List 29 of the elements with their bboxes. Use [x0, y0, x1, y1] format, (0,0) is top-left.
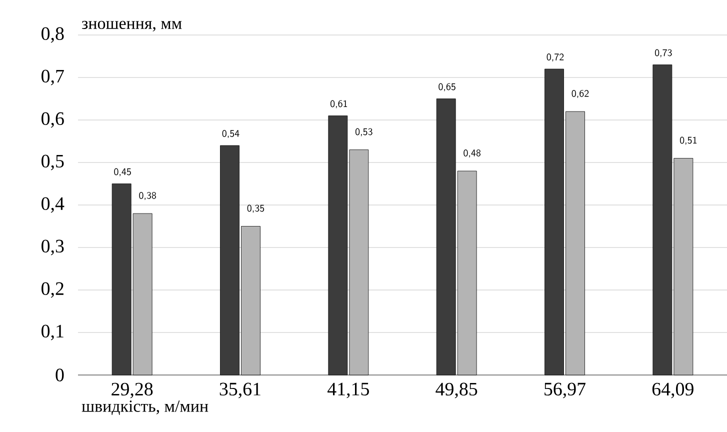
data-label: 0,45	[114, 168, 131, 176]
data-label: 0,65	[438, 83, 456, 92]
data-label: 0,72	[546, 53, 564, 62]
y-tick-label: 0,6	[42, 112, 64, 128]
y-tick-label: 0,7	[42, 70, 64, 86]
y-axis-title: зношення, мм	[82, 20, 182, 32]
y-tick-label: 0,3	[42, 240, 64, 256]
data-label: 0,62	[572, 90, 589, 98]
data-label: 0,38	[139, 192, 156, 200]
y-tick-label: 0,5	[42, 154, 64, 170]
y-tick-label: 0,1	[42, 324, 64, 340]
x-tick-label: 49,85	[436, 382, 478, 398]
data-label: 0,73	[654, 49, 672, 58]
data-label: 0,51	[680, 136, 697, 145]
data-label: 0,35	[247, 204, 264, 213]
data-label: 0,53	[355, 128, 372, 136]
y-tick-label: 0,8	[42, 27, 64, 43]
y-tick-label: 0	[56, 368, 64, 382]
x-tick-label: 29,28	[112, 382, 153, 398]
data-label: 0,54	[222, 130, 240, 138]
data-label: 0,61	[330, 100, 348, 108]
x-tick-label: 41,15	[327, 382, 369, 398]
x-tick-label: 35,61	[220, 382, 260, 398]
y-tick-label: 0,4	[42, 197, 64, 213]
x-tick-label: 64,09	[652, 382, 694, 398]
data-label: 0,48	[464, 149, 481, 158]
y-tick-label: 0,2	[42, 282, 64, 298]
x-tick-label: 56,97	[544, 382, 586, 398]
x-axis-title: швидкість, м/мин	[82, 400, 208, 416]
